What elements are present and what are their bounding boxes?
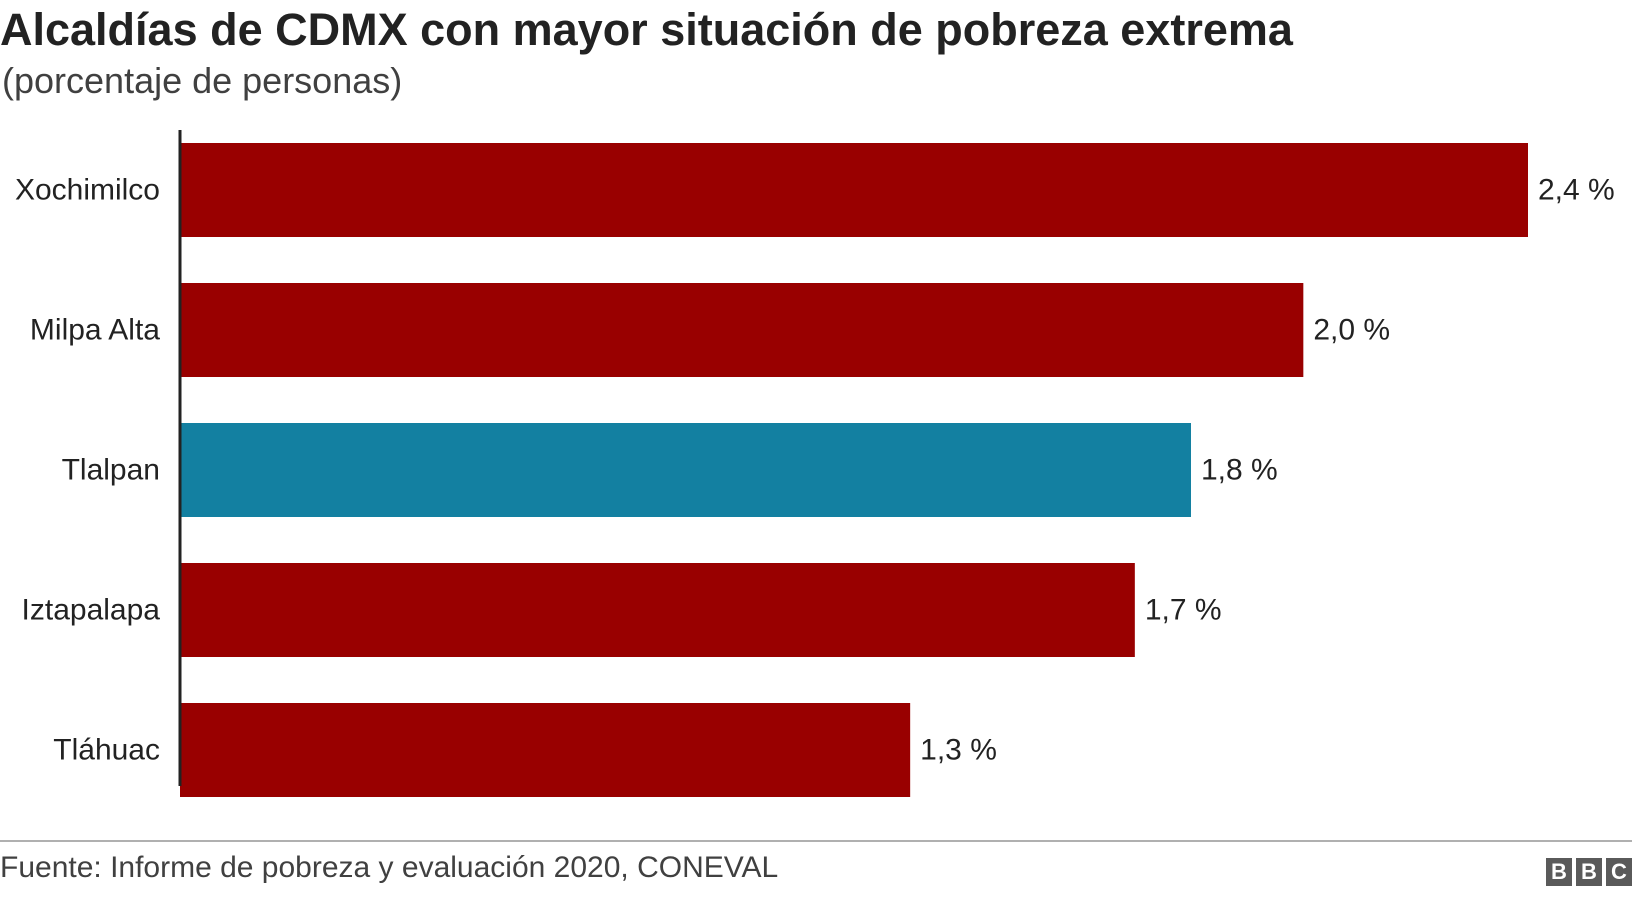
footer-divider [0, 840, 1632, 842]
logo-letter: B [1546, 858, 1572, 886]
chart-title: Alcaldías de CDMX con mayor situación de… [0, 4, 1293, 55]
chart-subtitle: (porcentaje de personas) [2, 60, 403, 101]
value-label: 1,3 % [920, 734, 997, 767]
bar-xochimilco [180, 143, 1528, 237]
value-label: 2,0 % [1313, 314, 1390, 347]
category-label: Tláhuac [53, 734, 160, 767]
category-label: Xochimilco [15, 174, 160, 207]
source-note: Fuente: Informe de pobreza y evaluación … [0, 851, 779, 884]
bar-tlalpan [180, 423, 1191, 517]
category-label: Tlalpan [62, 454, 160, 487]
value-label: 2,4 % [1538, 174, 1615, 207]
bar-chart: Xochimilco 2,4 % Milpa Alta 2,0 % Tlalpan 1,8… [15, 130, 1615, 797]
value-label: 1,7 % [1145, 594, 1222, 627]
category-label: Iztapalapa [22, 594, 161, 627]
logo-letter: B [1576, 858, 1602, 886]
logo-letter: C [1606, 858, 1632, 886]
bar-iztapalapa [180, 563, 1135, 657]
bar-milpa-alta [180, 283, 1304, 377]
value-label: 1,8 % [1201, 454, 1278, 487]
bar-tláhuac [180, 703, 911, 797]
category-label: Milpa Alta [30, 314, 160, 347]
bbc-logo: B B C [1546, 858, 1632, 886]
